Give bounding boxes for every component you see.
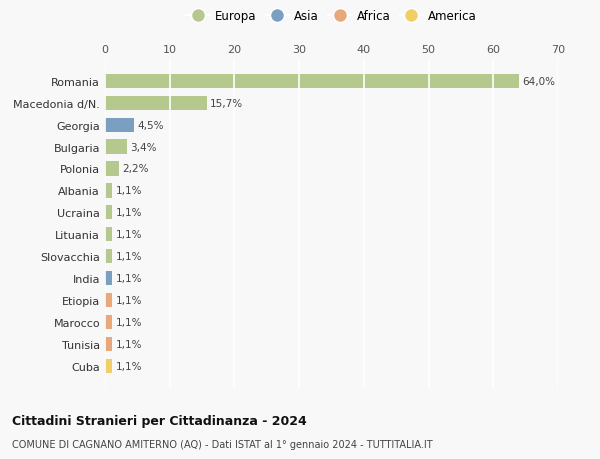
Bar <box>105 359 112 373</box>
Bar <box>105 118 134 133</box>
Text: 1,1%: 1,1% <box>115 252 142 262</box>
Text: 15,7%: 15,7% <box>210 99 243 108</box>
Text: COMUNE DI CAGNANO AMITERNO (AQ) - Dati ISTAT al 1° gennaio 2024 - TUTTITALIA.IT: COMUNE DI CAGNANO AMITERNO (AQ) - Dati I… <box>12 440 433 449</box>
Text: 1,1%: 1,1% <box>115 317 142 327</box>
Text: 1,1%: 1,1% <box>115 339 142 349</box>
Bar <box>105 315 112 329</box>
Text: 1,1%: 1,1% <box>115 208 142 218</box>
Bar <box>105 271 112 285</box>
Bar <box>105 74 519 89</box>
Text: 2,2%: 2,2% <box>122 164 149 174</box>
Bar <box>105 140 127 154</box>
Bar <box>105 96 206 111</box>
Bar <box>105 228 112 242</box>
Bar <box>105 293 112 308</box>
Legend: Europa, Asia, Africa, America: Europa, Asia, Africa, America <box>183 6 480 27</box>
Text: 1,1%: 1,1% <box>115 295 142 305</box>
Text: Cittadini Stranieri per Cittadinanza - 2024: Cittadini Stranieri per Cittadinanza - 2… <box>12 414 307 428</box>
Text: 1,1%: 1,1% <box>115 274 142 283</box>
Text: 1,1%: 1,1% <box>115 186 142 196</box>
Bar <box>105 162 119 176</box>
Text: 64,0%: 64,0% <box>523 77 556 87</box>
Bar <box>105 337 112 351</box>
Text: 3,4%: 3,4% <box>130 142 157 152</box>
Bar <box>105 249 112 263</box>
Text: 4,5%: 4,5% <box>137 120 164 130</box>
Bar <box>105 184 112 198</box>
Text: 1,1%: 1,1% <box>115 361 142 371</box>
Bar <box>105 206 112 220</box>
Text: 1,1%: 1,1% <box>115 230 142 240</box>
